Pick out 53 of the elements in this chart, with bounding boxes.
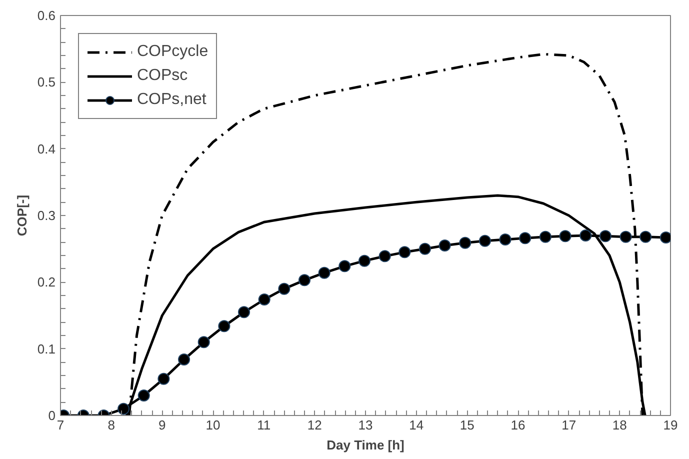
point [158, 372, 170, 385]
legend-label: COPs,net [137, 91, 206, 109]
point [298, 274, 310, 286]
y-tick-label: 0.2 [37, 274, 56, 290]
x-axis-title: Day Time [h] [326, 438, 404, 452]
x-tick-label: 14 [409, 418, 424, 432]
point [138, 390, 150, 402]
x-tick-label: 16 [510, 418, 526, 432]
x-tick-label: 12 [307, 418, 322, 432]
point [478, 234, 491, 247]
point [218, 320, 230, 332]
point [438, 240, 451, 252]
y-axis-title: COP[-] [14, 194, 30, 236]
point [559, 230, 572, 242]
y-tick-label: 0.5 [37, 74, 56, 90]
point [198, 336, 210, 348]
point [620, 230, 632, 243]
x-tick-label: 13 [358, 418, 373, 432]
point [459, 236, 472, 249]
x-tick-label: 17 [562, 418, 576, 432]
y-tick-label: 0.4 [37, 141, 56, 156]
x-tick-label: 9 [158, 418, 166, 432]
point [418, 242, 431, 255]
y-tick-label: 0.1 [37, 341, 56, 356]
x-tick-label: 18 [612, 418, 627, 432]
y-tick-label: 0 [48, 408, 56, 423]
point [599, 230, 612, 242]
point [258, 294, 270, 306]
x-tick-label: 8 [108, 418, 115, 432]
x-tick-label: 11 [257, 418, 271, 432]
point [640, 230, 652, 243]
legend-label: COPsc [137, 67, 188, 85]
y-tick-label: 0.3 [37, 208, 56, 223]
point [358, 254, 370, 267]
point [178, 354, 190, 366]
x-tick-label: 10 [206, 418, 220, 432]
point [338, 260, 351, 272]
x-tick-label: 19 [663, 418, 678, 432]
x-tick-label: 7 [56, 418, 64, 432]
point [539, 230, 552, 243]
point [118, 402, 130, 415]
legend-label: COPcycle [137, 43, 208, 61]
point [580, 230, 592, 242]
point [378, 250, 391, 262]
point [278, 282, 290, 295]
point [519, 232, 532, 244]
point [318, 266, 330, 279]
x-tick-label: 15 [460, 418, 474, 432]
point [238, 306, 250, 318]
point [398, 246, 411, 258]
y-tick-label: 0.6 [37, 8, 56, 23]
point [660, 232, 670, 244]
point [499, 234, 512, 246]
